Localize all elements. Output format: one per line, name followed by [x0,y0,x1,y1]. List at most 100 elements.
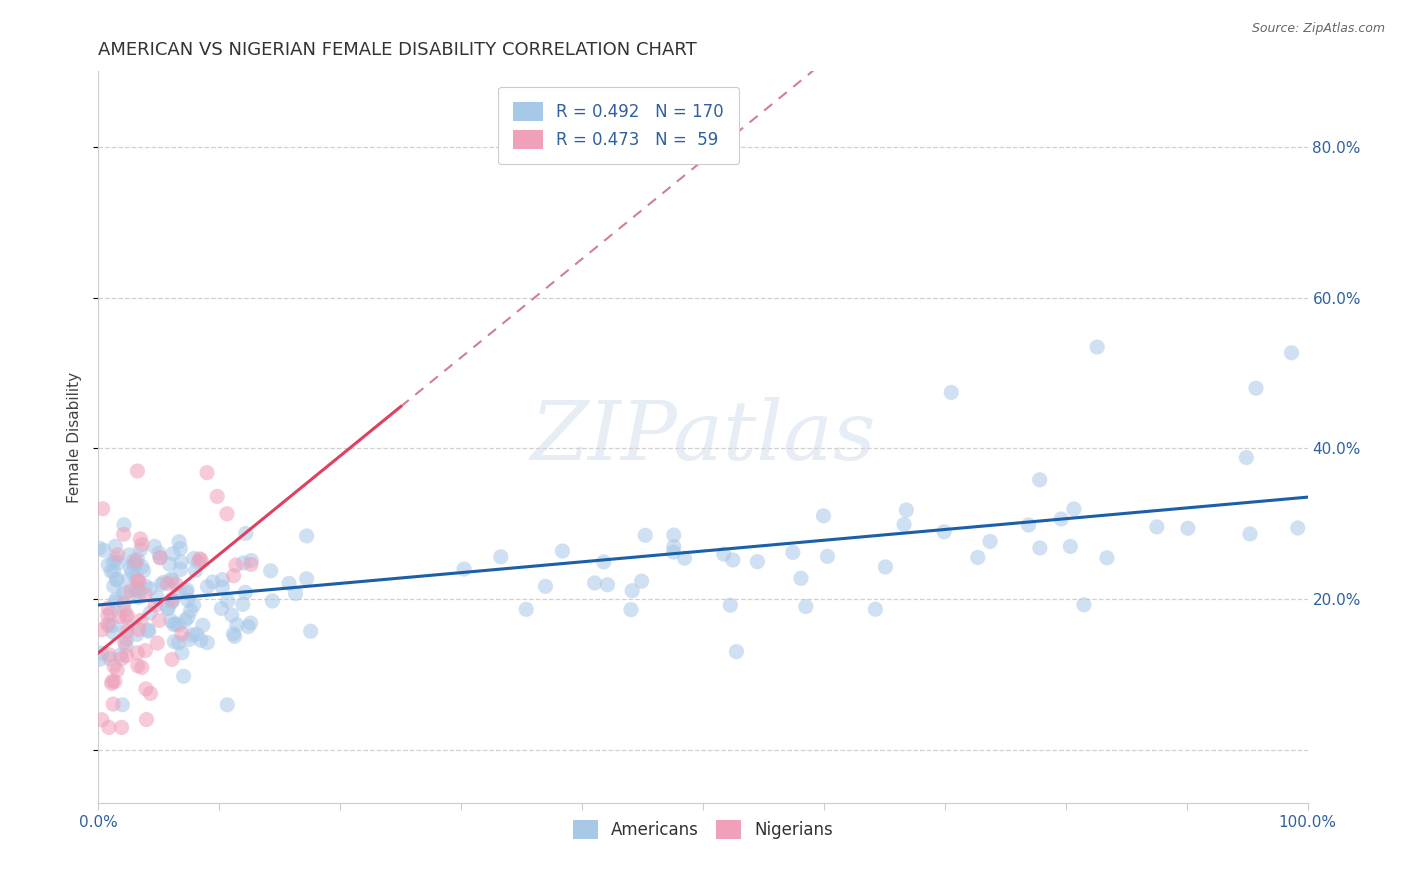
Point [129,532,152,546]
Point [176,585,198,599]
Point [97,617,120,632]
Point [1059,540,1081,554]
Point [453,562,475,576]
Point [103,565,125,579]
Point [222,627,245,641]
Point [278,576,301,591]
Point [662,528,685,542]
Point [101,555,124,569]
Point [217,594,239,608]
Point [111,698,134,712]
Point [157,557,180,571]
Point [224,629,246,643]
Point [120,560,142,574]
Text: Source: ZipAtlas.com: Source: ZipAtlas.com [1251,22,1385,36]
Point [195,466,218,480]
Point [188,551,211,566]
Point [630,574,652,588]
Point [187,555,209,569]
Point [725,645,748,659]
Point [941,385,963,400]
Point [110,648,132,662]
Point [180,604,202,618]
Point [211,580,233,594]
Point [515,602,537,616]
Point [139,686,162,700]
Point [127,464,149,478]
Point [225,558,247,572]
Point [129,614,152,628]
Point [111,651,134,665]
Point [162,594,184,608]
Point [128,623,150,637]
Point [112,597,135,611]
Point [1177,521,1199,535]
Point [284,586,307,600]
Point [125,558,148,572]
Point [103,579,125,593]
Point [177,593,200,607]
Point [1018,518,1040,533]
Point [596,578,619,592]
Point [97,608,120,623]
Point [262,594,284,608]
Point [174,613,197,627]
Point [131,660,153,674]
Point [167,635,190,649]
Point [105,573,128,587]
Point [170,646,193,660]
Point [170,555,193,569]
Point [217,698,239,712]
Point [122,558,145,572]
Point [100,564,122,578]
Point [127,582,149,596]
Point [134,588,156,602]
Point [240,558,263,572]
Point [489,549,512,564]
Point [299,624,322,639]
Point [896,503,918,517]
Point [115,610,138,624]
Point [135,579,157,593]
Point [226,617,249,632]
Point [97,558,120,572]
Point [183,551,205,566]
Point [112,603,135,617]
Point [662,540,685,554]
Point [239,616,262,631]
Point [167,618,190,632]
Point [183,598,205,612]
Point [112,517,135,532]
Point [721,553,744,567]
Point [673,551,696,566]
Point [114,587,136,601]
Point [135,681,157,696]
Point [1085,340,1108,354]
Point [101,697,124,711]
Point [209,601,232,615]
Point [97,720,120,734]
Point [118,548,141,562]
Point [181,628,204,642]
Point [221,607,243,622]
Point [163,617,186,632]
Point [146,591,169,605]
Point [169,562,191,576]
Point [966,550,988,565]
Point [176,582,198,597]
Point [115,624,138,639]
Point [129,542,152,557]
Point [134,643,156,657]
Point [112,527,135,541]
Point [101,674,124,689]
Point [620,602,643,616]
Point [160,572,183,586]
Legend: Americans, Nigerians: Americans, Nigerians [567,814,839,846]
Point [634,528,657,542]
Point [149,550,172,565]
Point [165,577,187,591]
Point [534,579,557,593]
Point [165,616,187,631]
Point [104,552,127,566]
Point [120,583,142,598]
